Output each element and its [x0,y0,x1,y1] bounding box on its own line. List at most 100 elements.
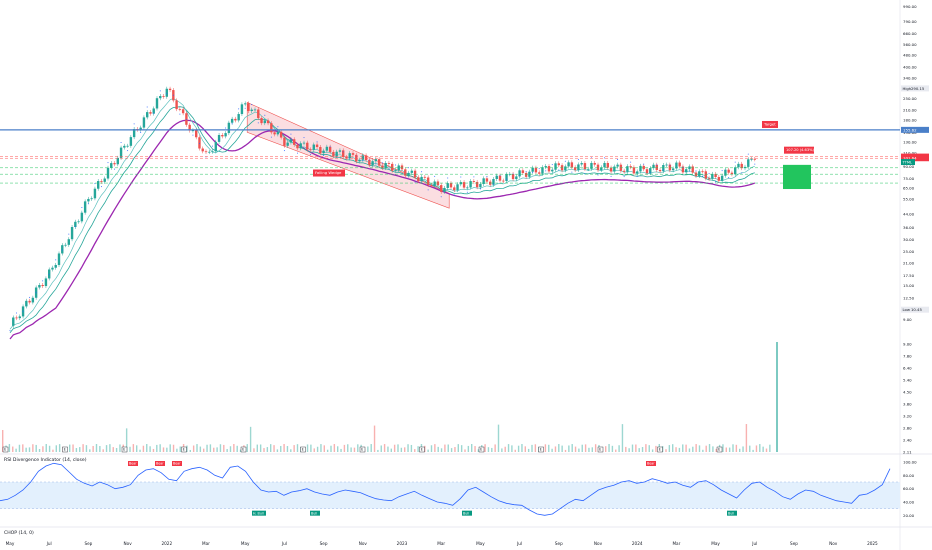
volume-bar [695,444,697,452]
sar-dot [434,175,436,177]
candle [93,188,97,199]
sar-dot [185,119,187,121]
candle [688,166,691,170]
candle [270,123,273,133]
candle [250,109,253,112]
volume-bar [615,449,617,452]
chop-legend: CHOP (14, 0) [4,531,34,536]
candle [61,245,64,254]
volume-bar [504,446,506,452]
high-marker-label: High [903,86,912,91]
candle [596,164,600,171]
volume-bar [688,448,691,452]
sar-dot [414,181,416,183]
candle [714,173,717,178]
candle [90,198,93,200]
candle [293,139,296,145]
candle [534,167,538,173]
candle [129,137,133,146]
candle [547,166,551,172]
candle [217,135,221,142]
candle [613,166,616,172]
volume-bar [444,444,446,452]
price-tick-label: 250.00 [903,96,917,101]
sar-dot [270,136,272,138]
sar-dot [179,113,181,115]
volume-bar [18,444,21,452]
sar-dot [728,177,730,179]
price-tick-label: 90.00 [903,164,915,169]
x-tick-label: Sep [555,541,563,546]
candle [730,172,734,175]
falling-wedge-pattern [246,101,450,209]
sar-dot [296,152,298,154]
volume-tick-label: 2.40 [903,438,912,443]
candle [469,181,472,188]
candle [675,162,678,169]
sar-dot [408,167,410,169]
rsi-tick-label: 100.00 [903,460,917,465]
ma-ribbon-line [9,119,756,340]
candle [443,187,446,192]
volume-bar [605,446,607,452]
candle [25,300,28,307]
sar-dot [558,169,560,171]
volume-bar [574,446,577,452]
candle [116,157,119,165]
price-level-label: 101.64 [903,156,917,161]
volume-bar [648,445,650,452]
candle [110,163,113,168]
volume-bar [333,444,336,452]
earnings-marker [300,446,306,453]
rsi-bull-tag [727,510,737,516]
volume-tick-label: 2.80 [903,426,912,431]
candle [155,98,159,109]
volume-bar [645,444,647,452]
candle [103,178,106,182]
candle [247,103,250,112]
sar-dot [388,168,390,170]
volume-bar [169,444,171,452]
candle [80,212,84,222]
volume-bar [400,447,403,452]
candle [368,159,371,166]
candle [753,158,756,160]
volume-bar [102,449,104,452]
volume-bar [765,448,768,452]
candle [188,124,191,131]
candle [328,146,332,152]
symbol-tag [901,159,915,166]
candle [472,181,476,182]
rsi-bear-label: Bear [647,462,655,466]
x-tick-label: 2023 [397,541,408,546]
volume-bar [712,446,714,452]
volume-bar [404,447,406,452]
target-tag [762,120,778,128]
candle [616,164,619,167]
sar-dot [473,176,475,178]
candle [113,163,116,165]
candle [600,167,603,171]
volume-bar [105,445,108,452]
sar-dot [577,158,579,160]
sar-dot [303,137,305,139]
candle [642,165,645,170]
candle [377,159,381,166]
candle [227,122,231,134]
candle [257,109,260,119]
rsi-tick-label: 40.00 [903,500,915,505]
candle [15,317,18,319]
volume-bar [588,447,590,452]
rsi-bull-tag [252,510,266,516]
sar-dot [81,207,83,209]
volume-bar [48,445,51,452]
candle [639,165,642,172]
volume-bar [32,444,34,452]
target-label: Target [763,121,776,126]
candle [508,173,511,175]
sr-zone [783,164,811,190]
price-tick-label: 110.00 [903,150,917,155]
volume-bar [216,447,218,452]
candle [244,103,247,105]
